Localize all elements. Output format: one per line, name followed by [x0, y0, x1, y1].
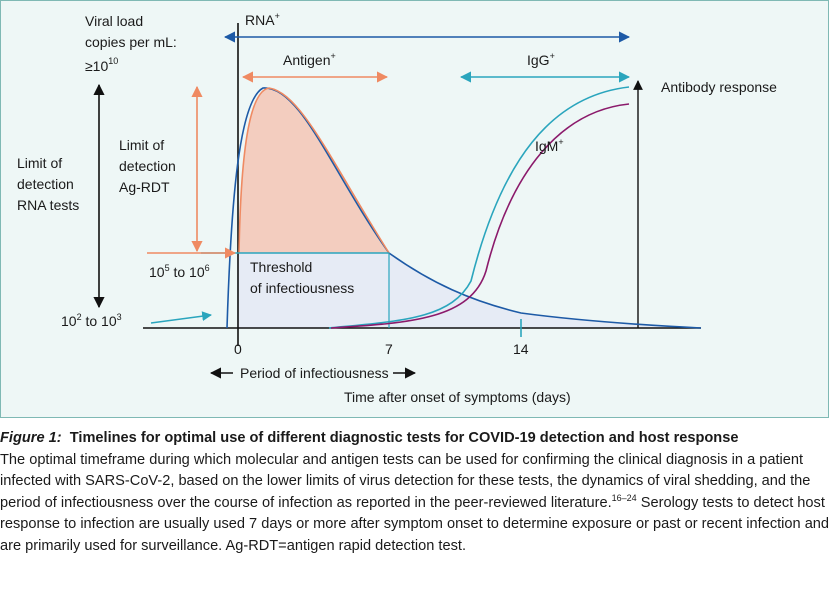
caption-title: Timelines for optimal use of different d… — [69, 430, 739, 446]
timeline-diagram: Viral load copies per mL: ≥1010 RNA+ Ant… — [17, 11, 777, 405]
caption-body-part2: Serology tests to detect host response t… — [0, 494, 830, 554]
tick-label-14: 14 — [513, 341, 529, 357]
range-high-label: 105 to 106 — [149, 263, 210, 280]
igm-curve — [330, 103, 630, 329]
limit-ag-label-1: Limit of — [119, 137, 164, 153]
caption-body: The optimal timeframe during which molec… — [0, 450, 831, 558]
igg-curve — [328, 86, 630, 329]
viral-load-label-3: ≥1010 — [85, 56, 118, 74]
limit-rna-label-2: detection — [17, 176, 74, 192]
caption-reference: 16–24 — [611, 492, 637, 503]
range-low-label: 102 to 103 — [61, 312, 122, 329]
antigen-detection-area — [239, 88, 389, 253]
figure-panel: Viral load copies per mL: ≥1010 RNA+ Ant… — [0, 0, 829, 418]
viral-load-label-1: Viral load — [85, 13, 143, 29]
threshold-label-2: of infectiousness — [250, 280, 354, 296]
limit-rna-label-1: Limit of — [17, 155, 62, 171]
rna-positive-label: RNA+ — [245, 11, 280, 28]
igg-positive-label: IgG+ — [527, 51, 555, 68]
x-axis-title: Time after onset of symptoms (days) — [344, 389, 571, 405]
antibody-response-label: Antibody response — [661, 79, 777, 95]
rna-limit-pointer — [150, 311, 212, 324]
limit-rna-label-3: RNA tests — [17, 197, 79, 213]
rna-viral-load-curve — [226, 87, 702, 329]
caption-body-part1: The optimal timeframe during which molec… — [0, 451, 811, 511]
infectious-period-area — [237, 253, 701, 328]
antigen-curve — [238, 87, 390, 254]
limit-ag-label-3: Ag-RDT — [119, 179, 170, 195]
antigen-positive-label: Antigen+ — [283, 51, 336, 68]
tick-label-7: 7 — [385, 341, 393, 357]
viral-load-label-2: copies per mL: — [85, 34, 177, 50]
threshold-label-1: Threshold — [250, 259, 312, 275]
caption-figure-label: Figure 1: — [0, 430, 62, 446]
period-of-infectiousness-label: Period of infectiousness — [240, 365, 389, 381]
limit-ag-label-2: detection — [119, 158, 176, 174]
caption-title-line: Figure 1: Timelines for optimal use of d… — [0, 428, 831, 450]
igm-positive-label: IgM+ — [535, 137, 564, 154]
tick-label-0: 0 — [234, 341, 242, 357]
figure-caption: Figure 1: Timelines for optimal use of d… — [0, 428, 831, 558]
